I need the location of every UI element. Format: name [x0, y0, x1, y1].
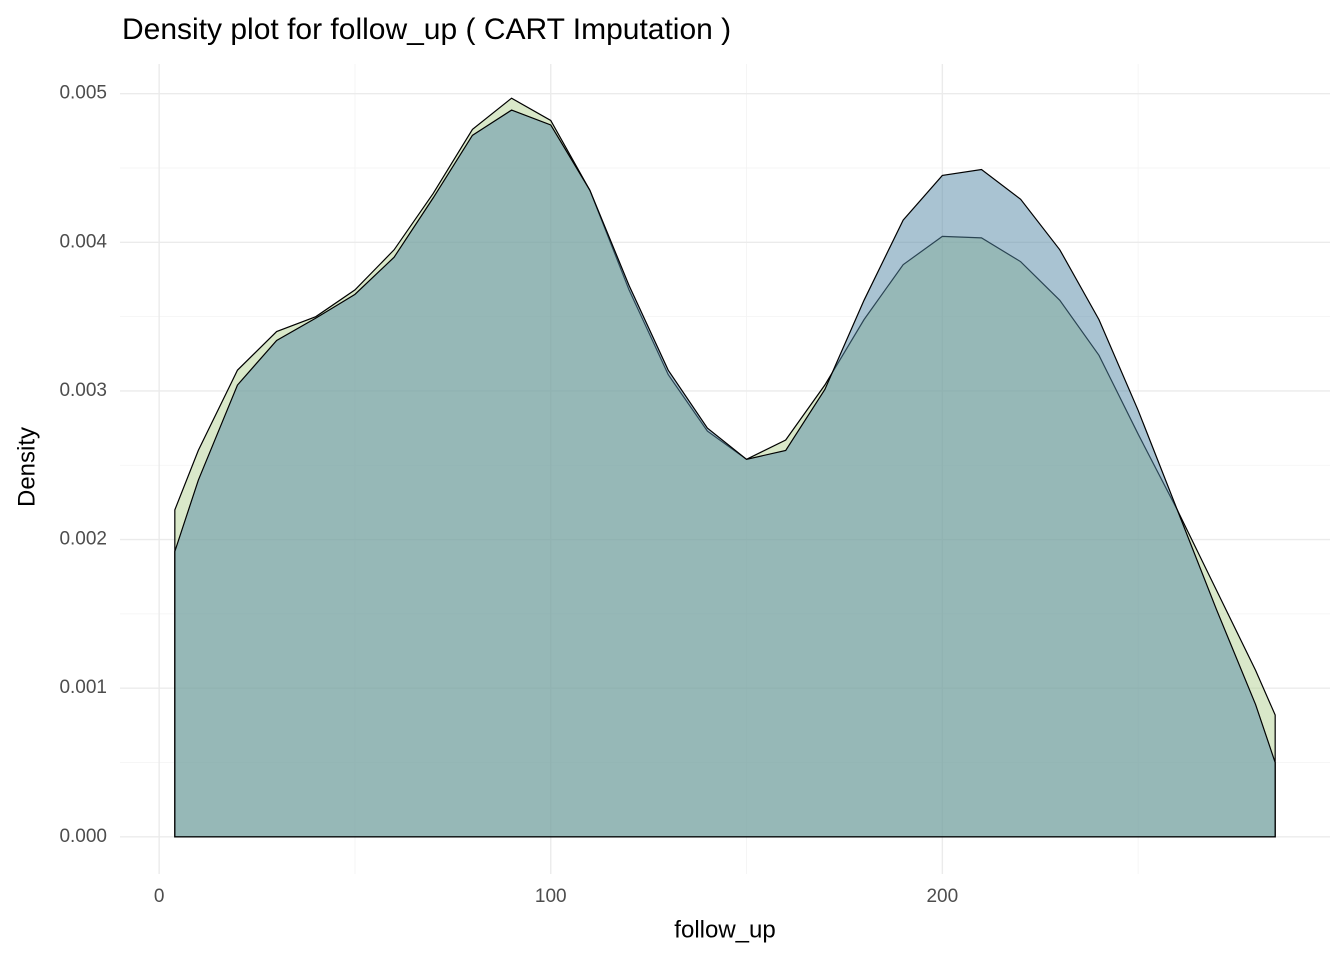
x-axis-title: follow_up — [674, 916, 775, 943]
density-area — [174, 109, 1276, 838]
y-tick-label: 0.003 — [59, 380, 107, 401]
y-tick-label: 0.002 — [59, 529, 107, 550]
chart-title: Density plot for follow_up ( CART Imputa… — [122, 13, 731, 46]
y-tick-label: 0.000 — [59, 826, 107, 847]
y-tick-label: 0.004 — [59, 231, 107, 252]
x-tick-label: 0 — [154, 886, 165, 907]
x-tick-label: 100 — [535, 886, 567, 907]
y-axis-title: Density — [13, 427, 40, 507]
y-tick-label: 0.005 — [59, 83, 107, 104]
y-tick-label: 0.001 — [59, 677, 107, 698]
x-tick-label: 200 — [926, 886, 958, 907]
